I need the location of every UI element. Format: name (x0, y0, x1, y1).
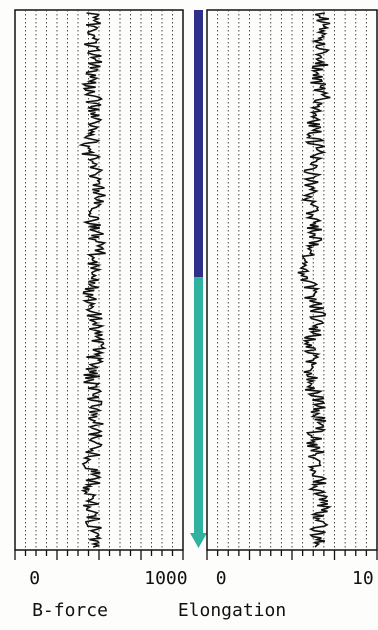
b-force-tick-label-1000: 1000 (144, 568, 187, 589)
depth-bar-upper (194, 10, 203, 278)
depth-bar-arrowhead (190, 533, 207, 548)
elongation-ticks (206, 550, 378, 560)
b-force-trace (78, 12, 107, 548)
elongation-tick-label-0: 0 (216, 568, 227, 589)
elongation-tick-label-10: 10 (352, 568, 374, 589)
b-force-tick-label-0: 0 (29, 568, 40, 589)
b-force-axis-label: B-force (32, 600, 108, 621)
elongation-trace (297, 12, 333, 548)
elongation-axis-label: Elongation (178, 600, 286, 621)
depth-bar-lower (194, 277, 203, 534)
track-b-force: 0 1000 B-force (14, 9, 188, 621)
elongation-gridlines (217, 10, 367, 550)
depth-arrow-bar (190, 10, 207, 548)
b-force-ticks (14, 550, 184, 560)
b-force-gridlines (25, 10, 173, 550)
track-elongation: 0 10 Elongation (178, 9, 378, 621)
